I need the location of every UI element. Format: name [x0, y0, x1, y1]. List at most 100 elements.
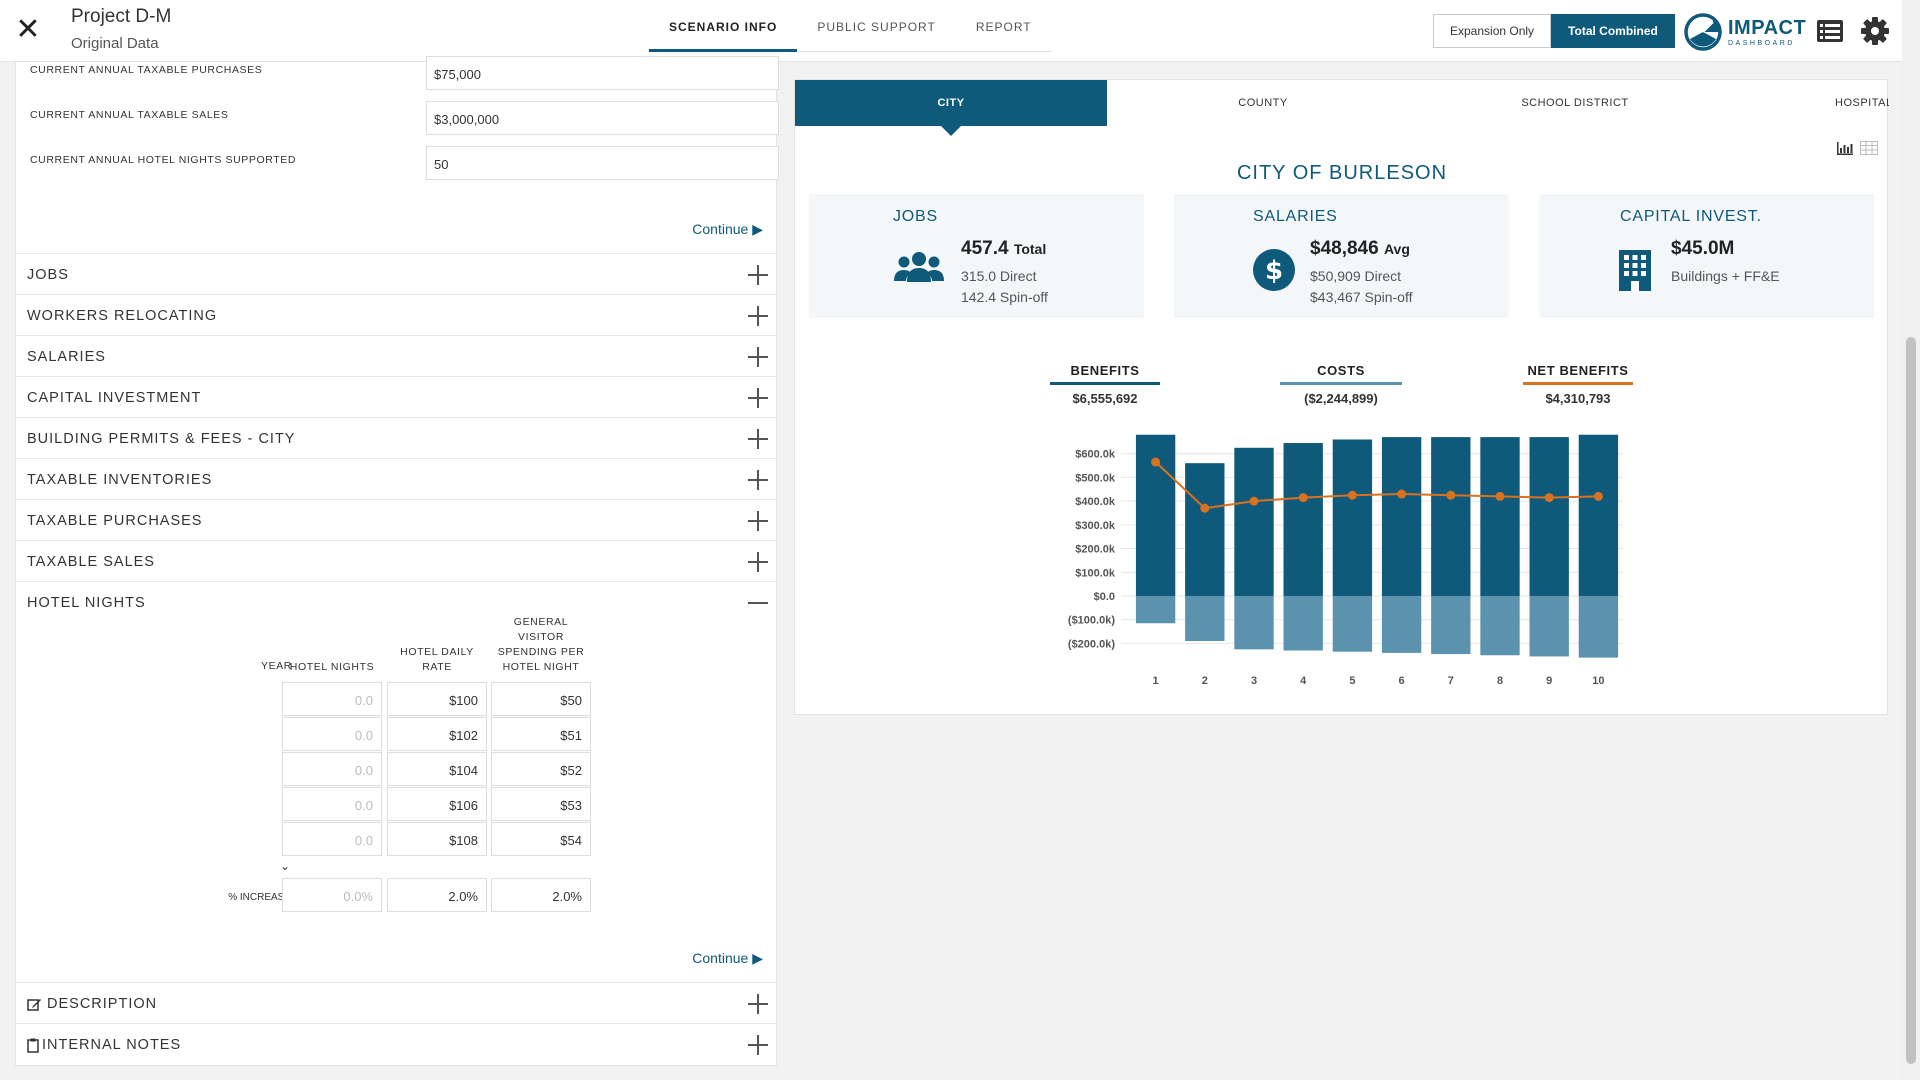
- plus-icon[interactable]: [748, 511, 768, 531]
- section-internal-notes[interactable]: INTERNAL NOTES: [16, 1023, 778, 1064]
- continue-label: Continue: [692, 950, 749, 966]
- section-taxable-sales[interactable]: TAXABLE SALES: [16, 540, 778, 581]
- cost-bar: [1234, 595, 1274, 650]
- section-workers-relocating[interactable]: WORKERS RELOCATING: [16, 294, 778, 335]
- col-spend-header-line4: HOTEL NIGHT: [502, 661, 580, 673]
- bar-chart-icon[interactable]: [1836, 140, 1854, 156]
- plus-icon[interactable]: [748, 306, 768, 326]
- visitor-spending-cell[interactable]: $51: [491, 717, 591, 751]
- section-label: WORKERS RELOCATING: [27, 308, 218, 324]
- benefits-value: $6,555,692: [1072, 391, 1138, 406]
- impact-dashboard-logo: IMPACT DASHBOARD: [1684, 12, 1806, 52]
- table-icon[interactable]: [1860, 140, 1878, 156]
- svg-text:$: $: [1265, 256, 1283, 286]
- plus-icon[interactable]: [748, 994, 768, 1014]
- caret-right-icon: ▶: [752, 950, 763, 966]
- taxable-purchases-input[interactable]: $75,000: [426, 56, 779, 90]
- cost-bar: [1529, 595, 1569, 657]
- visitor-spending-cell[interactable]: $52: [491, 752, 591, 786]
- tab-school-district[interactable]: SCHOOL DISTRICT: [1521, 97, 1629, 109]
- hotel-nights-cell[interactable]: 0.0: [282, 682, 382, 716]
- tab-hospital[interactable]: HOSPITAL: [1835, 97, 1889, 109]
- y-tick-label: ($100.0k): [1068, 615, 1115, 627]
- hotel-nights-increase-cell[interactable]: 0.0%: [282, 878, 382, 912]
- section-label: CAPITAL INVESTMENT: [27, 390, 202, 406]
- close-icon[interactable]: ✕: [15, 13, 41, 46]
- page-scrollbar[interactable]: [1902, 0, 1920, 1080]
- hotel-nights-supported-input[interactable]: 50: [426, 146, 779, 180]
- section-hotel-nights[interactable]: HOTEL NIGHTS: [16, 581, 778, 622]
- y-tick-label: $500.0k: [1075, 472, 1116, 484]
- section-salaries[interactable]: SALARIES: [16, 335, 778, 376]
- y-tick-label: $300.0k: [1075, 520, 1116, 532]
- visitor-spending-cell[interactable]: $54: [491, 822, 591, 856]
- gear-icon[interactable]: [1860, 16, 1890, 46]
- double-chevron-down-icon[interactable]: ⌄: [280, 859, 291, 873]
- costs-value: ($2,244,899): [1304, 391, 1378, 406]
- hotel-rate-cell[interactable]: $104: [387, 752, 487, 786]
- net-benefits-point: [1151, 457, 1161, 467]
- capital-total: $45.0M: [1671, 238, 1735, 259]
- plus-icon[interactable]: [748, 347, 768, 367]
- tab-report[interactable]: REPORT: [975, 20, 1032, 34]
- expansion-only-button[interactable]: Expansion Only: [1433, 14, 1552, 48]
- section-taxable-purchases[interactable]: TAXABLE PURCHASES: [16, 499, 778, 540]
- costs-summary: COSTS ($2,244,899): [1280, 363, 1402, 406]
- salary-spinoff: $43,467 Spin-off: [1310, 289, 1413, 305]
- x-tick-label: 4: [1300, 675, 1307, 687]
- plus-icon[interactable]: [748, 470, 768, 490]
- section-jobs[interactable]: JOBS: [16, 253, 778, 294]
- benefit-bar: [1332, 439, 1373, 596]
- section-capital-investment[interactable]: CAPITAL INVESTMENT: [16, 376, 778, 417]
- salary-direct: $50,909 Direct: [1310, 268, 1402, 284]
- tab-county[interactable]: COUNTY: [1238, 97, 1288, 109]
- y-tick-label: $400.0k: [1075, 496, 1116, 508]
- plus-icon[interactable]: [748, 429, 768, 449]
- tab-public-support[interactable]: PUBLIC SUPPORT: [817, 20, 936, 34]
- hotel-rate-cell[interactable]: $102: [387, 717, 487, 751]
- scrollbar-thumb[interactable]: [1906, 337, 1916, 1064]
- visitor-spending-increase-cell[interactable]: 2.0%: [491, 878, 591, 912]
- benefit-bar: [1283, 443, 1323, 596]
- total-combined-button[interactable]: Total Combined: [1551, 14, 1675, 48]
- col-hotel-nights-header: HOTEL NIGHTS: [289, 661, 375, 673]
- section-taxable-inventories[interactable]: TAXABLE INVENTORIES: [16, 458, 778, 499]
- plus-icon[interactable]: [748, 265, 768, 285]
- x-tick-label: 2: [1202, 675, 1208, 687]
- hotel-rate-cell[interactable]: $100: [387, 682, 487, 716]
- continue-button[interactable]: Continue ▶: [692, 950, 763, 967]
- tab-city[interactable]: CITY: [795, 80, 1107, 136]
- taxable-sales-input[interactable]: $3,000,000: [426, 101, 779, 135]
- hotel-rate-increase-cell[interactable]: 2.0%: [387, 878, 487, 912]
- section-building-permits[interactable]: BUILDING PERMITS & FEES - CITY: [16, 417, 778, 458]
- tab-scenario-info[interactable]: SCENARIO INFO: [649, 0, 798, 52]
- y-tick-label: $100.0k: [1075, 567, 1116, 579]
- continue-label: Continue: [692, 221, 749, 237]
- hotel-rate-cell[interactable]: $108: [387, 822, 487, 856]
- continue-button[interactable]: Continue ▶: [692, 221, 763, 238]
- y-tick-label: $0.0: [1094, 591, 1115, 603]
- jurisdiction-title: CITY OF BURLESON: [1236, 162, 1448, 184]
- benefits-summary: BENEFITS $6,555,692: [1050, 363, 1160, 406]
- hotel-nights-cell[interactable]: 0.0: [282, 787, 382, 821]
- hotel-nights-cell[interactable]: 0.0: [282, 717, 382, 751]
- visitor-spending-cell[interactable]: $50: [491, 682, 591, 716]
- plus-icon[interactable]: [748, 1035, 768, 1055]
- list-icon[interactable]: [1815, 16, 1845, 46]
- hotel-rate-cell[interactable]: $106: [387, 787, 487, 821]
- visitor-spending-cell[interactable]: $53: [491, 787, 591, 821]
- logo-subtitle: DASHBOARD: [1728, 39, 1795, 47]
- net-benefits-point: [1298, 493, 1308, 503]
- section-label: SALARIES: [27, 349, 106, 365]
- minus-icon[interactable]: [748, 593, 768, 613]
- hotel-nights-cell[interactable]: 0.0: [282, 822, 382, 856]
- section-description[interactable]: DESCRIPTION: [16, 982, 778, 1023]
- jobs-total-unit: Total: [1013, 241, 1047, 257]
- benefit-bar: [1480, 437, 1520, 596]
- hotel-nights-cell[interactable]: 0.0: [282, 752, 382, 786]
- gauge-icon: [1684, 13, 1722, 51]
- plus-icon[interactable]: [748, 388, 768, 408]
- plus-icon[interactable]: [748, 552, 768, 572]
- salaries-card: SALARIES $ $48,846 Avg $50,909 Direct $4…: [1174, 194, 1509, 318]
- scenario-toggle: Expansion Only Total Combined: [1433, 14, 1675, 48]
